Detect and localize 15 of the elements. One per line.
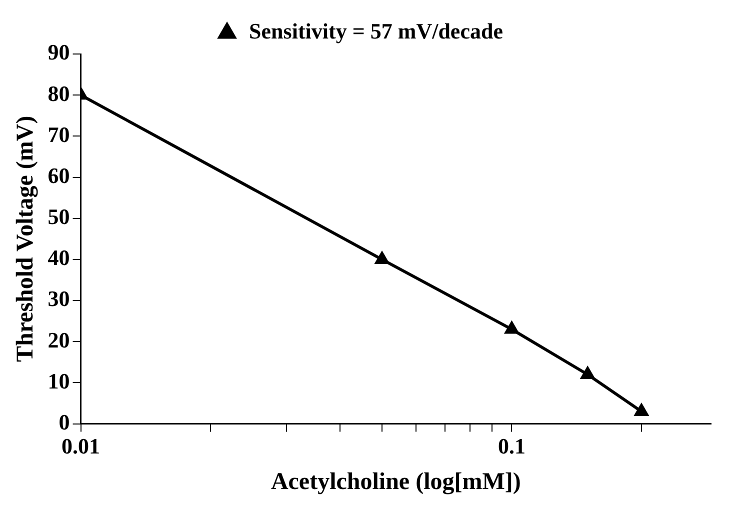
y-tick-label: 30 bbox=[48, 286, 70, 312]
y-tick-label: 10 bbox=[48, 368, 70, 394]
y-tick-label: 40 bbox=[48, 245, 70, 270]
x-axis-title: Acetylcholine (log[mM]) bbox=[270, 468, 521, 495]
y-tick-label: 20 bbox=[48, 327, 70, 352]
legend-label: Sensitivity = 57 mV/decade bbox=[249, 18, 504, 44]
y-tick-label: 60 bbox=[48, 162, 70, 188]
y-tick-label: 50 bbox=[48, 204, 70, 230]
y-tick-label: 90 bbox=[48, 40, 70, 65]
y-tick-label: 70 bbox=[48, 122, 70, 147]
y-tick-label: 80 bbox=[48, 80, 70, 106]
x-tick-label: 0.1 bbox=[498, 434, 526, 459]
y-tick-label: 0 bbox=[58, 409, 70, 434]
x-tick-label: 0.01 bbox=[62, 434, 100, 459]
y-axis-title: Threshold Voltage (mV) bbox=[12, 116, 39, 362]
